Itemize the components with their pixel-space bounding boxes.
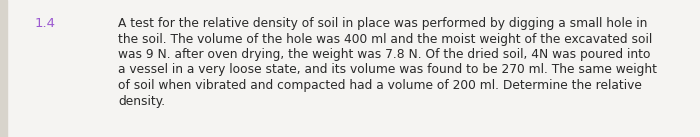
Text: was 9 N. after oven drying, the weight was 7.8 N. Of the dried soil, 4N was pour: was 9 N. after oven drying, the weight w… [118, 48, 650, 61]
Text: density.: density. [118, 95, 165, 108]
Text: A test for the relative density of soil in place was performed by digging a smal: A test for the relative density of soil … [118, 17, 648, 30]
Text: 1.4: 1.4 [35, 17, 56, 30]
Bar [0, 0, 7, 137]
Text: the soil. The volume of the hole was 400 ml and the moist weight of the excavate: the soil. The volume of the hole was 400… [118, 32, 652, 45]
Text: a vessel in a very loose state, and its volume was found to be 270 ml. The same : a vessel in a very loose state, and its … [118, 64, 657, 76]
Text: of soil when vibrated and compacted had a volume of 200 ml. Determine the relati: of soil when vibrated and compacted had … [118, 79, 642, 92]
